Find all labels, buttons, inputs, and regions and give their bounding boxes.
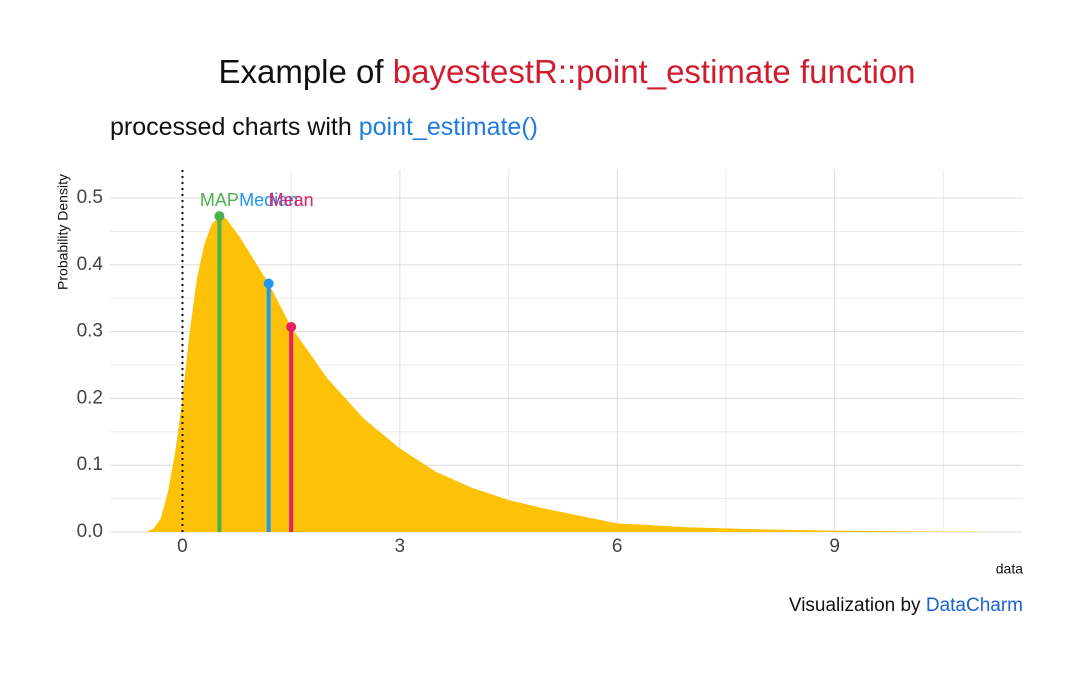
subtitle-part: point_estimate() [359,113,538,141]
caption-part: DataCharm [926,595,1023,616]
y-tick-label: 0.4 [77,254,104,275]
estimate-label: MAP [200,190,239,210]
y-tick-label: 0.0 [77,521,103,542]
estimate-point [214,211,225,222]
x-axis-label: data [996,561,1023,577]
estimate-point [263,278,274,289]
estimate-label: Mean [269,190,314,210]
caption-part: Visualization by [789,595,921,616]
y-tick-label: 0.3 [77,321,103,342]
estimate-label: Median [239,190,298,210]
density-area [146,216,980,532]
chart-title: Example of bayestestR::point_estimate fu… [218,53,915,90]
chart-subtitle: processed charts with point_estimate() [110,113,538,141]
y-tick-label: 0.5 [77,187,103,208]
y-tick-label: 0.2 [77,387,103,408]
x-tick-label: 0 [177,536,188,557]
x-tick-label: 3 [395,536,406,557]
estimate-point [286,321,297,332]
y-axis-label: Probability Density [55,174,71,290]
subtitle-part: processed charts with [110,113,352,141]
title-part: bayestestR::point_estimate function [393,53,916,90]
y-tick-label: 0.1 [77,454,103,475]
caption: Visualization by DataCharm [789,595,1023,616]
x-tick-label: 9 [829,536,840,557]
x-tick-label: 6 [612,536,623,557]
title-part: Example of [218,53,384,90]
